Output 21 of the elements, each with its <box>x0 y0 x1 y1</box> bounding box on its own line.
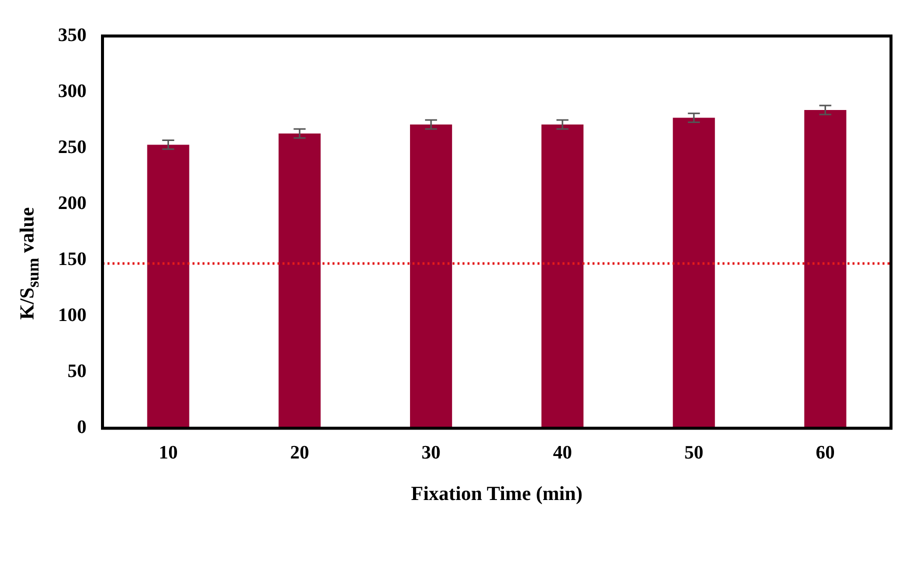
x-tick-label: 10 <box>158 442 178 464</box>
bar <box>410 124 452 428</box>
y-tick-label: 0 <box>77 417 86 438</box>
x-tick-label: 30 <box>422 442 441 464</box>
bar <box>541 124 584 428</box>
y-tick-label: 350 <box>58 24 86 46</box>
bar <box>672 118 715 428</box>
y-tick-label: 200 <box>58 192 86 214</box>
bar <box>278 133 321 428</box>
x-tick-label: 20 <box>290 442 310 464</box>
y-tick-label: 100 <box>58 305 86 326</box>
x-tick-label: 50 <box>684 442 704 464</box>
y-tick-label: 300 <box>58 80 86 102</box>
x-axis-title: Fixation Time (min) <box>411 483 582 506</box>
y-tick-label: 50 <box>68 361 86 382</box>
bar <box>804 110 846 428</box>
y-tick-label: 150 <box>58 249 86 270</box>
y-tick-label: 250 <box>58 136 86 158</box>
bar <box>147 144 190 428</box>
x-tick-label: 60 <box>816 442 835 464</box>
x-tick-label: 40 <box>552 442 572 464</box>
